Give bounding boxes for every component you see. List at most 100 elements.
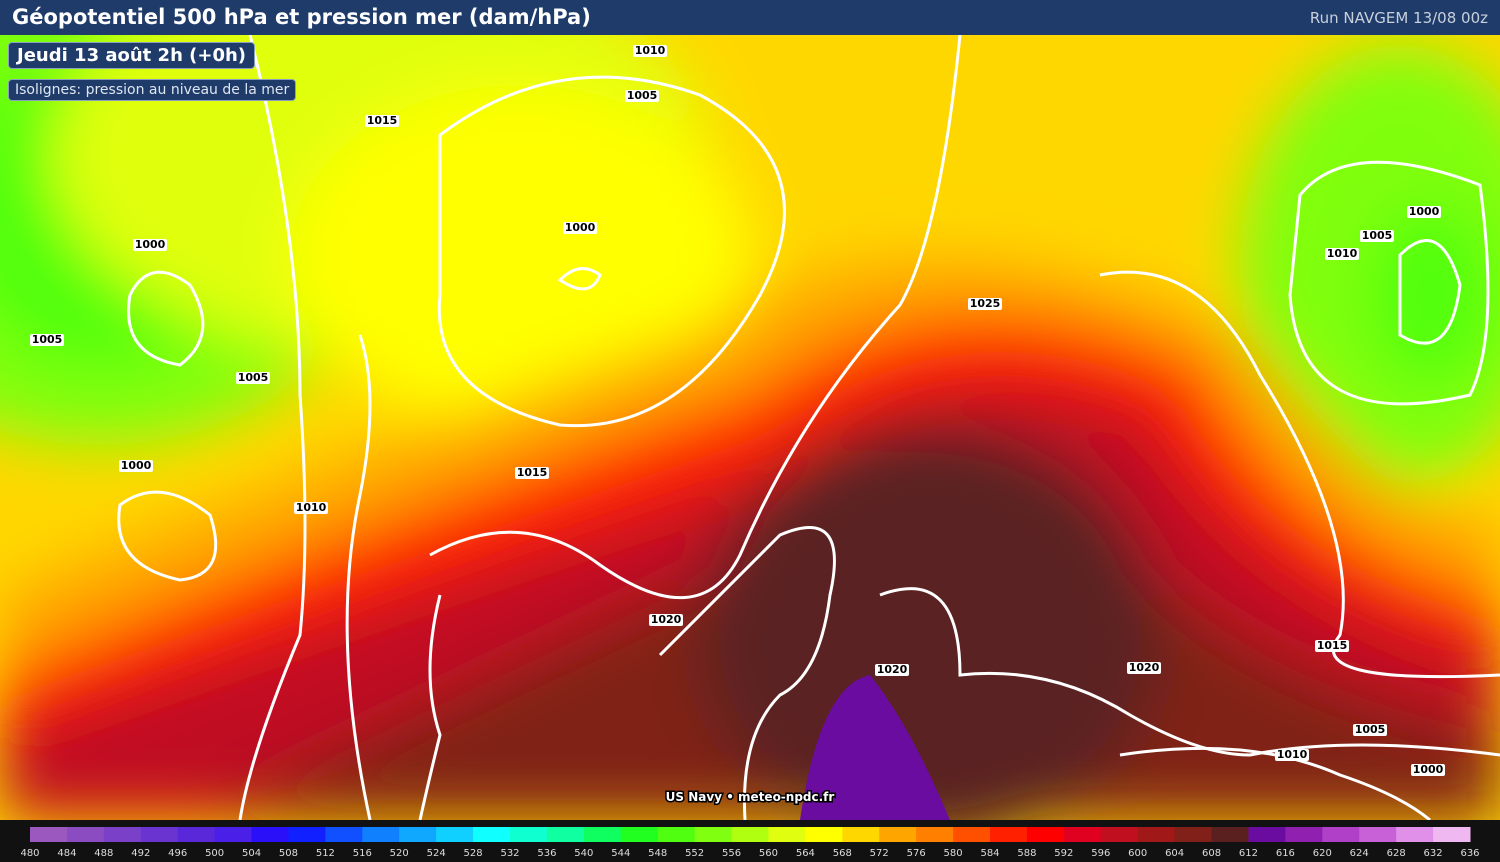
legend-swatch (288, 827, 326, 842)
isobar-label-bg (1127, 662, 1161, 674)
isobar-label-bg (1360, 230, 1394, 242)
legend-swatch (916, 827, 954, 842)
legend-swatch (510, 827, 548, 842)
legend-swatch (546, 827, 585, 842)
legend-label: 612 (1239, 848, 1258, 859)
legend-swatch (140, 827, 179, 842)
legend-swatch (694, 827, 733, 842)
legend-swatch (768, 827, 806, 842)
legend-label: 616 (1276, 848, 1295, 859)
legend-swatch (1285, 827, 1323, 842)
legend-swatch (1211, 827, 1249, 842)
legend-label: 520 (390, 848, 409, 859)
legend-label: 624 (1350, 848, 1369, 859)
legend-label: 604 (1165, 848, 1184, 859)
isobar-label: 1010 (1327, 247, 1358, 260)
title: Géopotentiel 500 hPa et pression mer (da… (12, 5, 591, 29)
legend-label: 628 (1387, 848, 1406, 859)
isobar-label: 1015 (517, 466, 548, 479)
legend-swatch (399, 827, 437, 842)
legend-label: 496 (168, 848, 187, 859)
note-badge: Isolignes: pression au niveau de la mer (8, 79, 297, 101)
legend-swatch (990, 827, 1028, 842)
isobar-label: 1000 (565, 221, 596, 234)
legend-label: 512 (316, 848, 335, 859)
isobar-label: 1025 (970, 297, 1001, 310)
legend-label: 632 (1424, 848, 1443, 859)
isobar-label: 1010 (1277, 748, 1308, 761)
isobar-label: 1020 (651, 613, 682, 626)
legend-label: 608 (1202, 848, 1221, 859)
isobar-label-bg (133, 239, 167, 251)
legend-label: 588 (1017, 848, 1036, 859)
map: 1010 1005 1015 1000 1000 1005 1005 1000 1015 1010… (0, 35, 1500, 820)
isobar-label-bg (1315, 640, 1349, 652)
legend-swatch (473, 827, 511, 842)
legend-swatch (583, 827, 622, 842)
legend-swatch (177, 827, 216, 842)
legend-label: 500 (205, 848, 224, 859)
legend-label: 572 (870, 848, 889, 859)
legend-label: 548 (648, 848, 667, 859)
legend-label: 516 (353, 848, 372, 859)
isobar-label-bg (875, 664, 909, 676)
legend-swatch (1322, 827, 1360, 842)
legend-swatch (325, 827, 363, 842)
isobar-label-bg (1407, 206, 1441, 218)
legend-label: 596 (1091, 848, 1110, 859)
isobar-label-bg (365, 115, 399, 127)
isobar-label: 1005 (32, 333, 63, 346)
isobar-label-bg (633, 45, 667, 57)
legend-label: 492 (131, 848, 150, 859)
legend-label: 552 (685, 848, 704, 859)
legend-label: 556 (722, 848, 741, 859)
legend-swatch (30, 827, 68, 842)
legend-label: 532 (500, 848, 519, 859)
isobar-label-bg (1353, 724, 1387, 736)
legend-label: 544 (611, 848, 630, 859)
isobar-label-bg (968, 298, 1002, 310)
legend-label: 560 (759, 848, 778, 859)
legend-label: 564 (796, 848, 815, 859)
legend-swatch (1137, 827, 1176, 842)
legend-label: 568 (833, 848, 852, 859)
isobar-label: 1000 (121, 459, 152, 472)
isobar-label: 1000 (1409, 205, 1440, 218)
header: Géopotentiel 500 hPa et pression mer (da… (0, 0, 1500, 35)
isobar-label: 1015 (1317, 639, 1348, 652)
isobar-label-bg (649, 614, 683, 626)
legend-label: 600 (1128, 848, 1147, 859)
isobar-label: 1005 (1362, 229, 1393, 242)
isobar-label: 1010 (635, 44, 666, 57)
run-info: Run NAVGEM 13/08 00z (1309, 9, 1488, 27)
isobar-label-bg (1411, 764, 1445, 776)
legend-swatch (805, 827, 843, 842)
legend-swatch (620, 827, 659, 842)
legend-swatch (1100, 827, 1139, 842)
isobar-label: 1005 (1355, 723, 1386, 736)
legend-swatch (879, 827, 917, 842)
legend-swatch (1063, 827, 1102, 842)
legend-label: 524 (427, 848, 446, 859)
legend-label: 584 (980, 848, 999, 859)
legend-label: 580 (944, 848, 963, 859)
legend-label: 528 (464, 848, 483, 859)
isobar-label: 1005 (627, 89, 658, 102)
legend-label: 592 (1054, 848, 1073, 859)
legend-swatch (657, 827, 696, 842)
legend-swatch (214, 827, 253, 842)
legend-label: 504 (242, 848, 261, 859)
legend-swatch (251, 827, 289, 842)
isobar-label-bg (563, 222, 597, 234)
legend-swatch (1359, 827, 1397, 842)
legend-label: 536 (537, 848, 556, 859)
isobar-label: 1005 (238, 371, 269, 384)
legend-swatch (103, 827, 142, 842)
legend-label: 576 (907, 848, 926, 859)
legend-swatch (953, 827, 991, 842)
isobar-label-bg (236, 372, 270, 384)
legend-swatch (1396, 827, 1434, 842)
isobar-label: 1020 (1129, 661, 1160, 674)
isobar-label-bg (1325, 248, 1359, 260)
